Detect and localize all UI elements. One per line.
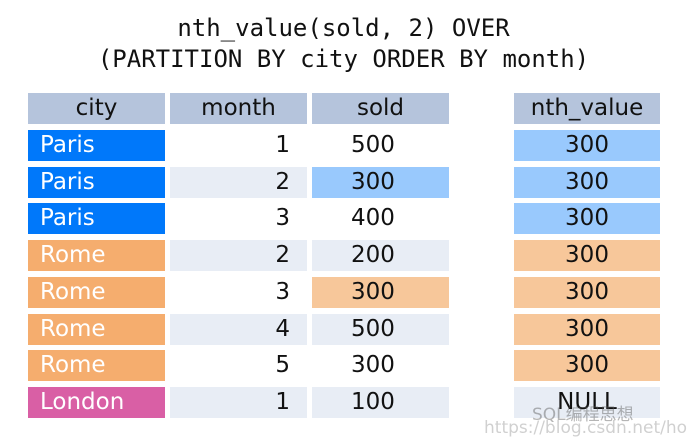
- cell-month: 2: [170, 166, 307, 198]
- cell-month: 2: [170, 240, 307, 272]
- cell-city: Rome: [28, 276, 165, 308]
- cell-city: Paris: [28, 203, 165, 235]
- header-month: month: [170, 93, 307, 124]
- cell-nth-value: 300: [514, 276, 660, 308]
- cell-sold: 400: [312, 203, 449, 235]
- cell-nth-value: NULL: [514, 386, 660, 418]
- header-sold: sold: [312, 93, 449, 124]
- cell-sold: 200: [312, 240, 449, 272]
- header-nth-value: nth_value: [514, 93, 660, 124]
- title-line-2: (PARTITION BY city ORDER BY month): [97, 45, 590, 73]
- cell-month: 4: [170, 313, 307, 345]
- cell-sold: 300: [312, 276, 449, 308]
- cell-month: 3: [170, 203, 307, 235]
- cell-sold: 300: [312, 166, 449, 198]
- cell-month: 1: [170, 130, 307, 161]
- cell-nth-value: 300: [514, 240, 660, 272]
- cell-nth-value: 300: [514, 313, 660, 345]
- cell-sold: 300: [312, 350, 449, 382]
- cell-month: 3: [170, 276, 307, 308]
- cell-city: Paris: [28, 166, 165, 198]
- title-line-1: nth_value(sold, 2) OVER: [177, 14, 510, 42]
- cell-nth-value: 300: [514, 203, 660, 235]
- cell-month: 5: [170, 350, 307, 382]
- cell-city: Rome: [28, 350, 165, 382]
- cell-city: Rome: [28, 240, 165, 272]
- watermark-brand: SQL编程思想: [532, 405, 634, 425]
- cell-sold: 100: [312, 386, 449, 418]
- cell-city: Rome: [28, 313, 165, 345]
- watermark-url: https://blog.csdn.net/horses: [484, 418, 687, 438]
- cell-month: 1: [170, 386, 307, 418]
- cell-city: London: [28, 386, 165, 418]
- cell-sold: 500: [312, 130, 449, 161]
- header-city: city: [28, 93, 165, 124]
- cell-nth-value: 300: [514, 166, 660, 198]
- cell-sold: 500: [312, 313, 449, 345]
- cell-city: Paris: [28, 130, 165, 161]
- cell-nth-value: 300: [514, 350, 660, 382]
- cell-nth-value: 300: [514, 130, 660, 161]
